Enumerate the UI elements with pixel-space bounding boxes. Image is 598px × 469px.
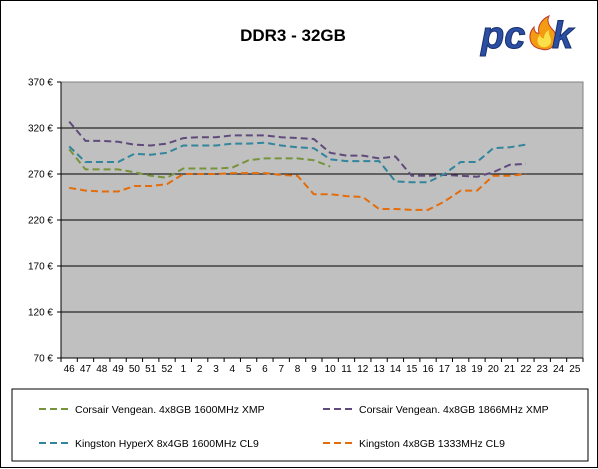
x-tick-label: 49: [113, 364, 125, 375]
y-axis: 70 € 120 € 170 € 220 € 270 € 320 € 370 €: [28, 78, 62, 365]
x-axis: 46 47 48 49 50 51 52 1 2 3 4 5 6 7 8 9 10 11 12 13 14 15 16 17 1…: [60, 357, 584, 375]
x-tick-label: 10: [325, 364, 337, 375]
legend-label: Kingston 4x8GB 1333MHz CL9: [359, 438, 505, 450]
logo-text-part-k: k: [552, 15, 575, 57]
y-tick-label: 170 €: [28, 262, 53, 273]
series-line-4: [69, 172, 527, 211]
x-tick-label: 25: [569, 364, 581, 375]
x-tick-label: 4: [230, 364, 236, 375]
legend-label: Corsair Vengean. 4x8GB 1866MHz XMP: [359, 404, 549, 416]
x-tick-label: 50: [129, 364, 141, 375]
x-tick-label: 1: [181, 364, 187, 375]
gridlines: [61, 127, 583, 313]
x-tick-label: 15: [406, 364, 418, 375]
x-tick-label: 19: [471, 364, 483, 375]
x-tick-label: 18: [455, 364, 467, 375]
x-tick-label: 16: [422, 364, 434, 375]
series-line-3: [68, 141, 527, 184]
x-tick-label: 14: [390, 364, 402, 375]
x-tick-label: 20: [488, 364, 500, 375]
x-tick-label: 8: [295, 364, 301, 375]
x-tick-label: 5: [246, 364, 252, 375]
x-tick-label: 21: [504, 364, 516, 375]
y-tick-label: 320 €: [28, 124, 53, 135]
x-tick-label: 6: [262, 364, 268, 375]
x-tick-label: 48: [96, 364, 108, 375]
chart-title: DDR3 - 32GB: [240, 26, 346, 45]
x-tick-label: 13: [374, 364, 386, 375]
series-lines: [68, 120, 527, 211]
x-tick-label: 51: [145, 364, 157, 375]
legend-label: Corsair Vengean. 4x8GB 1600MHz XMP: [75, 404, 265, 416]
y-tick-label: 370 €: [28, 78, 53, 89]
legend-items: Corsair Vengean. 4x8GB 1600MHz XMP Corsai…: [39, 404, 549, 450]
legend-label: Kingston HyperX 8x4GB 1600MHz CL9: [75, 438, 259, 450]
x-tick-label: 3: [213, 364, 219, 375]
x-tick-label: 2: [197, 364, 203, 375]
y-tick-label: 120 €: [28, 308, 53, 319]
x-tick-label: 9: [311, 364, 317, 375]
series-line-1: [68, 148, 331, 179]
x-tick-label: 12: [357, 364, 369, 375]
logo-text-part-pc: pc: [480, 15, 525, 57]
x-tick-label: 17: [439, 364, 451, 375]
pcsk-logo: pc k: [480, 15, 576, 58]
x-tick-label: 52: [161, 364, 173, 375]
x-tick-label: 24: [553, 364, 565, 375]
y-tick-label: 70 €: [34, 354, 54, 365]
x-tick-label: 47: [80, 364, 92, 375]
x-tick-label: 11: [341, 364, 352, 375]
x-tick-label: 7: [278, 364, 284, 375]
y-tick-label: 270 €: [28, 170, 53, 181]
x-tick-label: 22: [520, 364, 532, 375]
x-tick-label: 23: [537, 364, 549, 375]
legend: [11, 388, 589, 462]
flame-icon: [529, 15, 557, 51]
x-tick-label: 46: [64, 364, 76, 375]
y-tick-label: 220 €: [28, 216, 53, 227]
